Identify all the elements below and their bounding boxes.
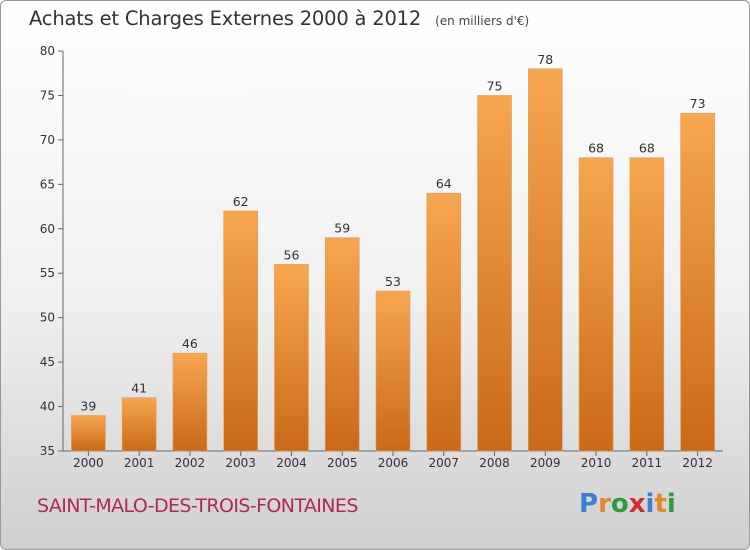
- value-label: 53: [385, 274, 401, 289]
- bar-2000[interactable]: [71, 415, 106, 452]
- x-tick-label: 2005: [327, 456, 358, 470]
- title-row: Achats et Charges Externes 2000 à 2012 (e…: [29, 7, 529, 30]
- y-tick-label: 60: [40, 222, 55, 236]
- logo-letter: t: [654, 489, 667, 519]
- bar-2002[interactable]: [172, 352, 208, 452]
- logo-letter: i: [666, 489, 676, 519]
- y-tick-label: 50: [40, 311, 55, 325]
- y-tick-label: 65: [40, 177, 55, 191]
- value-labels: 39 41 46 62 56 59 53 64 75 78 68 68 73: [80, 52, 705, 414]
- value-label: 75: [487, 78, 503, 93]
- x-tick-label: 2009: [530, 456, 561, 470]
- chart-unit: (en milliers d'€): [435, 14, 530, 28]
- commune-name: SAINT-MALO-DES-TROIS-FONTAINES: [37, 495, 358, 517]
- value-label: 46: [182, 336, 198, 351]
- x-tick-label: 2007: [428, 456, 459, 470]
- value-label: 39: [80, 398, 96, 413]
- bar-2008[interactable]: [477, 95, 512, 452]
- y-axis: 35 40 45 50 55 60 65 70 75 80: [40, 44, 64, 458]
- x-tick-label: 2003: [225, 456, 256, 470]
- y-tick-label: 45: [40, 355, 55, 369]
- value-label: 41: [131, 381, 147, 396]
- logo-letter: P: [579, 489, 599, 519]
- bar-2006[interactable]: [375, 290, 411, 452]
- x-tick-label: 2001: [124, 456, 155, 470]
- y-tick-label: 70: [40, 133, 55, 147]
- value-label: 78: [537, 52, 553, 67]
- logo-letter: r: [598, 489, 611, 519]
- chart-title: Achats et Charges Externes 2000 à 2012: [29, 7, 422, 30]
- bar-2010[interactable]: [578, 157, 614, 452]
- logo-letter: o: [610, 489, 629, 519]
- logo-letter: x: [628, 489, 646, 519]
- bar-2011[interactable]: [629, 157, 665, 452]
- bar-2001[interactable]: [121, 397, 157, 452]
- y-tick-label: 80: [40, 44, 55, 58]
- value-label: 62: [233, 194, 249, 209]
- bar-2009[interactable]: [528, 68, 563, 452]
- y-tick-label: 35: [40, 444, 55, 458]
- x-axis: 2000 2001 2002 2003 2004 2005 2006 2007 2008 2009…: [63, 450, 723, 470]
- x-tick-label: 2004: [276, 456, 307, 470]
- y-tick-label: 75: [40, 88, 55, 102]
- x-tick-label: 2000: [73, 456, 104, 470]
- bar-2012[interactable]: [680, 112, 715, 452]
- x-tick-label: 2002: [175, 456, 206, 470]
- value-label: 73: [690, 96, 706, 111]
- value-label: 56: [284, 247, 300, 262]
- bar-2007[interactable]: [426, 192, 462, 452]
- x-tick-label: 2006: [378, 456, 409, 470]
- value-label: 68: [639, 141, 655, 156]
- x-tick-label: 2011: [632, 456, 663, 470]
- bar-2005[interactable]: [324, 237, 360, 452]
- value-label: 68: [588, 141, 604, 156]
- logo-letter: i: [645, 489, 655, 519]
- y-tick-label: 55: [40, 266, 55, 280]
- x-tick-label: 2010: [581, 456, 612, 470]
- bar-2004[interactable]: [274, 264, 309, 452]
- proxiti-logo[interactable]: Proxiti: [579, 489, 676, 519]
- x-tick-label: 2012: [682, 456, 713, 470]
- bar-2003[interactable]: [223, 210, 258, 452]
- bars: [71, 68, 715, 452]
- value-label: 64: [436, 176, 452, 191]
- x-tick-label: 2008: [479, 456, 510, 470]
- value-label: 59: [334, 221, 350, 236]
- y-tick-label: 40: [40, 400, 55, 414]
